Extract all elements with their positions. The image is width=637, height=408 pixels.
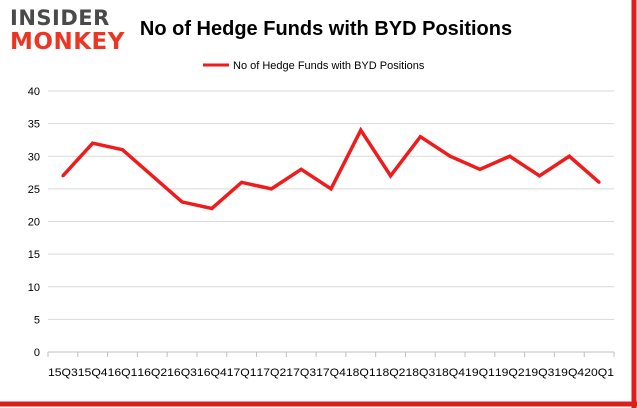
insider-monkey-logo: INSIDER MONKEY	[10, 6, 125, 55]
data-point	[508, 154, 512, 158]
data-point	[210, 206, 214, 210]
x-tick-label: 19Q2	[495, 367, 525, 379]
data-point	[150, 174, 154, 178]
data-point	[567, 154, 571, 158]
x-tick-label: 20Q1	[584, 367, 614, 379]
x-tick-label: 17Q3	[286, 367, 316, 379]
x-tick-label: 16Q1	[108, 367, 138, 379]
chart-title: No of Hedge Funds with BYD Positions	[140, 18, 512, 40]
data-point	[418, 135, 422, 139]
x-tick-label: 17Q4	[316, 367, 346, 379]
y-axis-ticks: 0 5 10 15 20 25 30 35 40	[28, 86, 40, 359]
y-tick-label: 35	[28, 119, 40, 131]
x-tick-label: 19Q4	[554, 367, 584, 379]
data-point	[240, 180, 244, 184]
y-tick-label: 30	[28, 151, 40, 163]
y-tick-label: 15	[28, 249, 40, 261]
x-tick-label: 17Q1	[227, 367, 257, 379]
data-point	[359, 128, 363, 132]
legend: No of Hedge Funds with BYD Positions	[203, 60, 425, 72]
x-tick-label: 16Q4	[197, 367, 227, 379]
y-tick-label: 25	[28, 184, 40, 196]
y-tick-label: 10	[28, 282, 40, 294]
y-tick-label: 40	[28, 86, 40, 98]
data-point	[91, 141, 95, 145]
data-point	[269, 187, 273, 191]
data-point	[180, 200, 184, 204]
data-point	[299, 167, 303, 171]
data-point	[478, 167, 482, 171]
logo-line-1: INSIDER	[10, 6, 110, 30]
y-tick-label: 0	[34, 347, 40, 359]
x-tick-label: 16Q2	[137, 367, 167, 379]
data-point	[389, 174, 393, 178]
data-point	[329, 187, 333, 191]
data-point	[597, 180, 601, 184]
x-tick-label: 15Q3	[48, 367, 78, 379]
x-tick-label: 19Q1	[465, 367, 495, 379]
logo-line-2: MONKEY	[10, 29, 125, 55]
data-point	[448, 154, 452, 158]
x-tick-label: 17Q2	[257, 367, 287, 379]
y-tick-label: 20	[28, 217, 40, 229]
x-tick-label: 18Q2	[376, 367, 406, 379]
x-tick-label: 18Q3	[405, 367, 435, 379]
x-tick-label: 15Q4	[78, 367, 108, 379]
series-layer	[61, 126, 601, 211]
legend-label: No of Hedge Funds with BYD Positions	[233, 60, 425, 72]
series-line	[61, 126, 601, 211]
data-point	[61, 174, 65, 178]
x-tick-label: 19Q3	[525, 367, 555, 379]
x-tick-label: 18Q1	[346, 367, 376, 379]
data-point	[538, 174, 542, 178]
y-tick-label: 5	[34, 314, 40, 326]
x-tick-label: 18Q4	[435, 367, 465, 379]
x-axis-ticks: 15Q3 15Q4 16Q1 16Q2 16Q3 16Q4 17Q1 17Q2 17Q3 17Q4…	[47, 352, 615, 379]
grid-lines	[48, 90, 614, 353]
x-tick-label: 16Q3	[167, 367, 197, 379]
data-point	[120, 148, 124, 152]
